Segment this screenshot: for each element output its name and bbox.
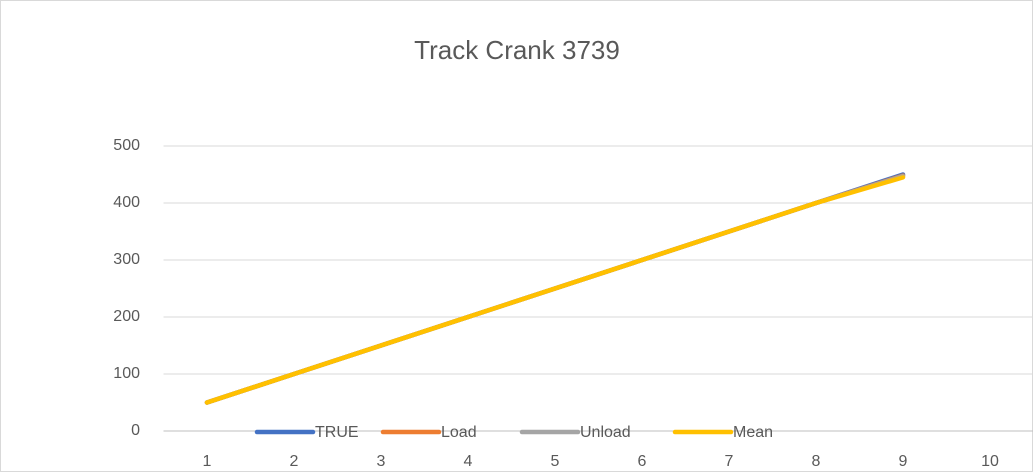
- y-tick-label: 100: [113, 365, 140, 382]
- y-tick-label: 0: [131, 422, 140, 439]
- legend-label: Mean: [733, 424, 773, 441]
- x-tick-label: 7: [725, 453, 734, 470]
- legend-label: Load: [441, 424, 477, 441]
- x-tick-label: 3: [377, 453, 386, 470]
- legend-label: Unload: [580, 424, 631, 441]
- y-tick-label: 200: [113, 308, 140, 325]
- x-tick-label: 4: [464, 453, 473, 470]
- x-tick-label: 2: [290, 453, 299, 470]
- y-tick-label: 300: [113, 251, 140, 268]
- y-tick-label: 400: [113, 194, 140, 211]
- x-tick-label: 10: [981, 453, 999, 470]
- chart-title: Track Crank 3739: [414, 35, 620, 65]
- x-tick-label: 1: [203, 453, 212, 470]
- y-tick-label: 500: [113, 137, 140, 154]
- series-line: [204, 175, 906, 405]
- x-tick-label: 5: [551, 453, 560, 470]
- legend-label: TRUE: [315, 424, 359, 441]
- x-tick-label: 9: [899, 453, 908, 470]
- x-tick-label: 8: [812, 453, 821, 470]
- x-tick-label: 6: [638, 453, 647, 470]
